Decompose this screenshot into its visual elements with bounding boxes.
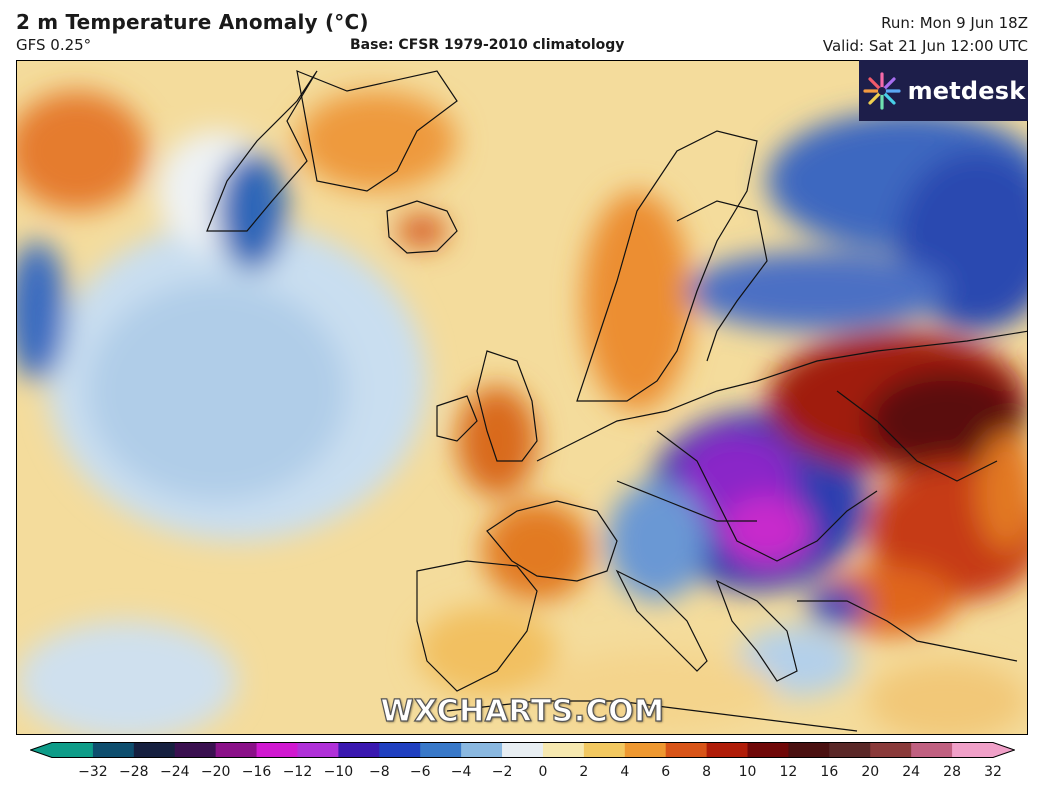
- colorbar-segment: [215, 742, 258, 758]
- colorbar-tick-label: 2: [579, 764, 589, 780]
- colorbar-tick-label: 8: [702, 764, 712, 780]
- colorbar-tick-label: 20: [861, 764, 880, 780]
- colorbar-tick-label: −28: [119, 764, 149, 780]
- colorbar-tick-label: 24: [902, 764, 921, 780]
- colorbar-tick-label: −2: [491, 764, 513, 780]
- colorbar-segment: [92, 742, 135, 758]
- colorbar-segment: [174, 742, 217, 758]
- colorbar-segment: [420, 742, 462, 758]
- metdesk-logo-text: metdesk: [907, 76, 1026, 105]
- climatology-base-label: Base: CFSR 1979-2010 climatology: [350, 37, 625, 53]
- colorbar-segment: [829, 742, 871, 758]
- colorbar-segment: [788, 742, 830, 758]
- colorbar-segment: [911, 742, 953, 758]
- colorbar-tick-label: 10: [738, 764, 757, 780]
- colorbar-tick-label: 32: [984, 764, 1002, 780]
- colorbar-tick-label: −4: [450, 764, 472, 780]
- colorbar: [30, 742, 1015, 758]
- valid-time-label: Valid: Sat 21 Jun 12:00 UTC: [822, 37, 1028, 55]
- colorbar-outline: [30, 742, 1015, 758]
- metdesk-starburst-icon: [862, 71, 901, 110]
- colorbar-tick-label: 16: [820, 764, 839, 780]
- colorbar-segment: [379, 742, 421, 758]
- colorbar-segment: [297, 742, 339, 758]
- colorbar-tick-label: −10: [323, 764, 354, 780]
- colorbar-tick-label: −12: [282, 764, 313, 780]
- coastlines: [206, 70, 1027, 732]
- chart-title: 2 m Temperature Anomaly (°C): [16, 10, 369, 34]
- colorbar-segment: [502, 742, 544, 758]
- colorbar-tick-label: −8: [368, 764, 390, 780]
- colorbar-tick-label: 4: [620, 764, 630, 780]
- colorbar-tick-label: −32: [78, 764, 108, 780]
- colorbar-tick-label: 28: [943, 764, 961, 780]
- colorbar-segment: [133, 742, 176, 758]
- colorbar-segment: [870, 742, 912, 758]
- colorbar-segment: [706, 742, 749, 758]
- colorbar-segment: [256, 742, 299, 758]
- colorbar-segment: [542, 742, 585, 758]
- colorbar-segment: [461, 742, 503, 758]
- colorbar-segment: [665, 742, 708, 758]
- colorbar-segment: [52, 742, 94, 758]
- map-canvas: [17, 61, 1027, 734]
- colorbar-left-arrow: [30, 742, 52, 758]
- colorbar-segment: [624, 742, 667, 758]
- colorbar-tick-label: 6: [661, 764, 671, 780]
- colorbar-segment: [747, 742, 790, 758]
- run-time-label: Run: Mon 9 Jun 18Z: [881, 14, 1028, 32]
- anomaly-field: [17, 91, 1027, 734]
- colorbar-ticks: −32 −28 −24 −20 −16 −12 −10 −8 −6 −4 −2 0 2 4 6 8 10 12 16…: [0, 764, 1045, 784]
- colorbar-tick-label: −16: [241, 764, 272, 780]
- colorbar-segment: [583, 742, 626, 758]
- colorbar-segment: [952, 742, 994, 758]
- colorbar-tick-label: −20: [200, 764, 231, 780]
- model-label: GFS 0.25°: [16, 36, 92, 54]
- colorbar-segment: [338, 742, 380, 758]
- colorbar-right-arrow: [993, 742, 1015, 758]
- colorbar-tick-label: 0: [538, 764, 548, 780]
- metdesk-logo[interactable]: metdesk: [859, 60, 1028, 121]
- temperature-anomaly-map[interactable]: [16, 60, 1028, 735]
- colorbar-tick-label: −24: [159, 764, 190, 780]
- colorbar-tick-label: 12: [779, 764, 798, 780]
- colorbar-tick-label: −6: [409, 764, 431, 780]
